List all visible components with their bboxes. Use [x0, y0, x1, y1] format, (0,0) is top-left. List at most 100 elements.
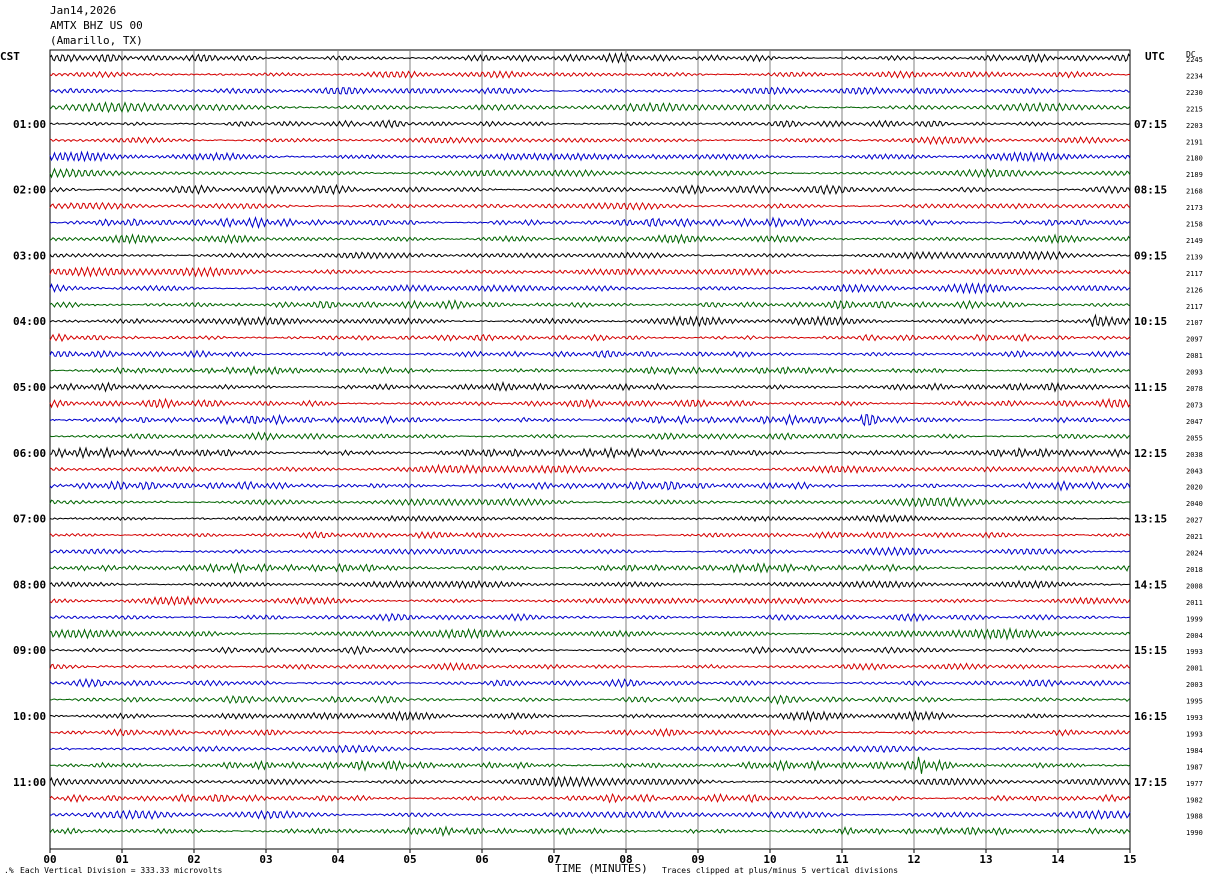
trace-line: [49, 332, 1131, 343]
trace-line: [49, 775, 1131, 788]
dc-offset-label: 2043: [1186, 467, 1203, 475]
trace-line: [49, 612, 1131, 623]
dc-offset-label: 1993: [1186, 648, 1203, 656]
trace-line: [49, 756, 1131, 774]
right-hour-label: 07:15: [1134, 118, 1167, 131]
trace-line: [49, 792, 1131, 804]
trace-line: [49, 183, 1131, 196]
dc-offset-label: 2073: [1186, 401, 1203, 409]
trace-line: [49, 215, 1131, 230]
dc-offset-label: 2173: [1186, 204, 1203, 212]
x-axis-label: TIME (MINUTES): [555, 862, 648, 875]
trace-line: [49, 380, 1131, 393]
x-tick-label: 07: [547, 853, 560, 866]
dc-offset-label: 1995: [1186, 698, 1203, 706]
trace-line: [49, 135, 1131, 146]
dc-offset-label: 1990: [1186, 829, 1203, 837]
trace-line: [49, 595, 1131, 607]
trace-line: [49, 809, 1131, 821]
x-tick-label: 06: [475, 853, 489, 866]
x-tick-label: 10: [763, 853, 776, 866]
trace-line: [49, 70, 1131, 79]
x-tick-label: 04: [331, 853, 345, 866]
dc-offset-label: 2139: [1186, 253, 1203, 261]
station-code: AMTX BHZ US 00: [50, 19, 143, 32]
dc-offset-label: 1993: [1186, 730, 1203, 738]
x-tick-label: 11: [835, 853, 849, 866]
trace-line: [49, 579, 1131, 590]
dc-offset-label: 2081: [1186, 352, 1203, 360]
trace-line: [49, 561, 1131, 575]
dc-offset-label: 2021: [1186, 533, 1203, 541]
x-tick-label: 01: [115, 853, 129, 866]
right-hour-label: 08:15: [1134, 184, 1167, 197]
x-tick-label: 14: [1051, 853, 1065, 866]
x-tick-label: 05: [403, 853, 416, 866]
left-hour-label: 07:00: [13, 513, 46, 526]
trace-line: [50, 694, 1131, 706]
dc-offset-label: 2040: [1186, 500, 1203, 508]
trace-line: [49, 626, 1131, 641]
trace-line: [49, 365, 1131, 377]
dc-offset-label: 2055: [1186, 434, 1203, 442]
plot-date: Jan14,2026: [50, 4, 117, 17]
x-tick-label: 03: [259, 853, 272, 866]
x-tick-label: 00: [43, 853, 56, 866]
dc-offset-label: 1982: [1186, 796, 1203, 804]
x-tick-label: 02: [187, 853, 200, 866]
dc-offset-label: 2215: [1186, 105, 1203, 113]
trace-line: [49, 313, 1131, 328]
trace-line: [49, 233, 1131, 245]
left-hour-label: 06:00: [13, 447, 46, 460]
trace-line: [49, 496, 1131, 508]
dc-offset-label: 2203: [1186, 122, 1203, 130]
left-hour-label: 09:00: [13, 644, 46, 657]
dc-offset-label: 1984: [1186, 747, 1203, 755]
dc-offset-label: 2117: [1186, 303, 1203, 311]
trace-line: [49, 431, 1131, 442]
clip-note: Traces clipped at plus/minus 5 vertical …: [662, 866, 899, 875]
trace-line: [49, 349, 1131, 359]
trace-line: [49, 397, 1131, 410]
x-tick-label: 09: [691, 853, 704, 866]
dc-offset-label: 2011: [1186, 599, 1203, 607]
dc-offset-label: 2168: [1186, 188, 1203, 196]
dc-offset-label: 2149: [1186, 237, 1203, 245]
scale-note: Each Vertical Division = 333.33 microvol…: [20, 866, 223, 875]
trace-line: [49, 645, 1130, 656]
right-hour-label: 11:15: [1134, 381, 1167, 394]
trace-line: [49, 463, 1131, 475]
trace-line: [49, 546, 1131, 557]
dc-offset-label: 2126: [1186, 286, 1203, 294]
trace-line: [49, 677, 1131, 689]
left-hour-label: 03:00: [13, 249, 46, 262]
trace-line: [49, 119, 1131, 129]
dc-offset-label: 2093: [1186, 369, 1203, 377]
dc-offset-label: 2234: [1186, 72, 1203, 80]
right-hour-label: 12:15: [1134, 447, 1167, 460]
dc-offset-label: 2180: [1186, 155, 1203, 163]
trace-line: [49, 446, 1131, 460]
right-hour-label: 16:15: [1134, 710, 1167, 723]
x-tick-label: 12: [907, 853, 920, 866]
dc-offset-label: 2117: [1186, 270, 1203, 278]
trace-line: [49, 201, 1131, 211]
dc-offset-label: 2191: [1186, 138, 1203, 146]
trace-line: [49, 480, 1131, 492]
trace-line: [49, 265, 1131, 278]
dc-offset-label: 2245: [1186, 56, 1203, 64]
dc-offset-label: 2078: [1186, 385, 1203, 393]
dc-offset-label: 2003: [1186, 681, 1203, 689]
right-hour-label: 14:15: [1134, 578, 1167, 591]
dc-offset-label: 1988: [1186, 813, 1203, 821]
dc-offset-label: 1993: [1186, 714, 1203, 722]
left-hour-label: 04:00: [13, 315, 46, 328]
plot-frame: [49, 49, 1131, 850]
left-hour-label: 08:00: [13, 578, 46, 591]
x-tick-label: 08: [619, 853, 632, 866]
trace-line: [49, 100, 1131, 114]
trace-line: [49, 727, 1131, 738]
x-tick-label: 15: [1123, 853, 1136, 866]
trace-line: [49, 150, 1131, 163]
trace-line: [49, 250, 1131, 261]
